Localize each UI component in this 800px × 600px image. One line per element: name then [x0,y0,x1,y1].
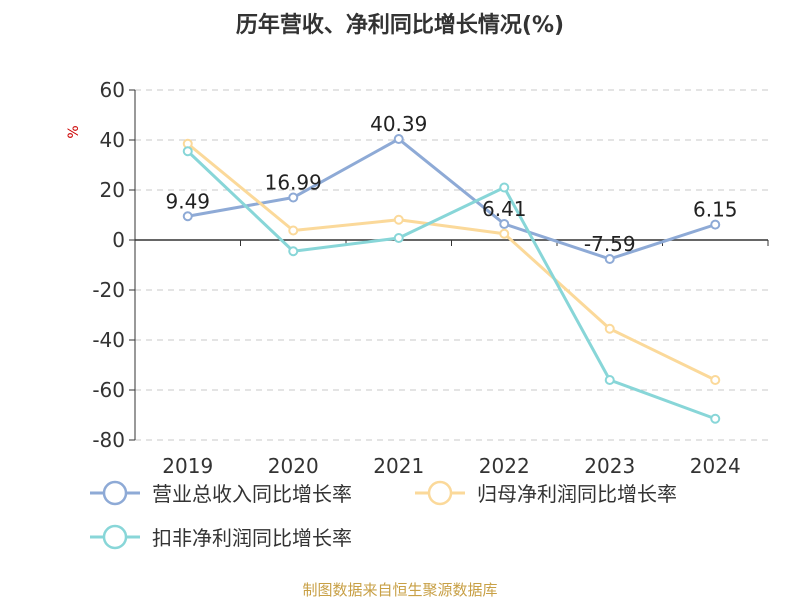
source-footer: 制图数据来自恒生聚源数据库 [302,581,497,599]
data-point [604,323,615,334]
data-point [288,192,299,203]
y-tick-label: 0 [112,228,125,252]
series-line-2 [186,142,716,382]
data-labels: 9.49 16.99 40.39 6.41 -7.59 6.15 [165,112,737,256]
y-tick-label: -40 [92,328,125,352]
data-point [710,413,721,424]
data-point [182,146,193,157]
data-label: 40.39 [370,112,427,136]
x-tick-label: 2024 [690,454,741,478]
x-tick-label: 2019 [162,454,213,478]
data-point [393,214,404,225]
x-tick-label: 2023 [584,454,635,478]
legend-label: 营业总收入同比增长率 [152,482,352,506]
data-point [604,375,615,385]
data-label: -7.59 [584,232,636,256]
legend-swatch-marker [102,480,128,506]
series-group [182,134,721,424]
x-tick-label: 2020 [268,454,319,478]
data-point [710,375,721,385]
y-tick-label: -20 [92,278,125,302]
legend-label: 扣非净利润同比增长率 [152,526,352,550]
y-tick-label: 60 [100,78,125,102]
legend-swatch-marker [102,524,128,550]
data-label: 16.99 [265,171,322,195]
data-point [288,246,299,257]
data-point [393,233,404,243]
y-axis-unit: % [66,125,82,138]
data-point [499,228,510,239]
legend-swatch-marker [427,480,453,506]
series-line-3 [186,150,716,421]
grid-lines [135,89,768,441]
data-point [499,218,510,229]
data-point [604,253,615,264]
x-tick-label: 2021 [373,454,424,478]
data-point [182,211,193,222]
chart-title: 历年营收、净利同比增长情况(%) [236,12,564,38]
series-line-1 [187,137,716,261]
y-tick-label: 20 [100,178,125,202]
data-label: 9.49 [165,189,210,213]
data-point [393,134,404,145]
x-tick-label: 2022 [479,454,530,478]
data-label: 6.15 [693,198,738,222]
y-tick-label: -80 [92,428,125,452]
data-point [499,182,510,193]
y-tick-label: 40 [100,128,125,152]
y-tick-label: -60 [92,378,125,402]
data-point [710,219,721,230]
axes: 60 40 20 0 -20 -40 -60 -80 2019 2020 2021 2022 2023 2… [92,78,769,478]
data-point [288,225,299,236]
legend-label: 归母净利润同比增长率 [477,482,677,506]
data-label: 6.41 [482,197,527,221]
